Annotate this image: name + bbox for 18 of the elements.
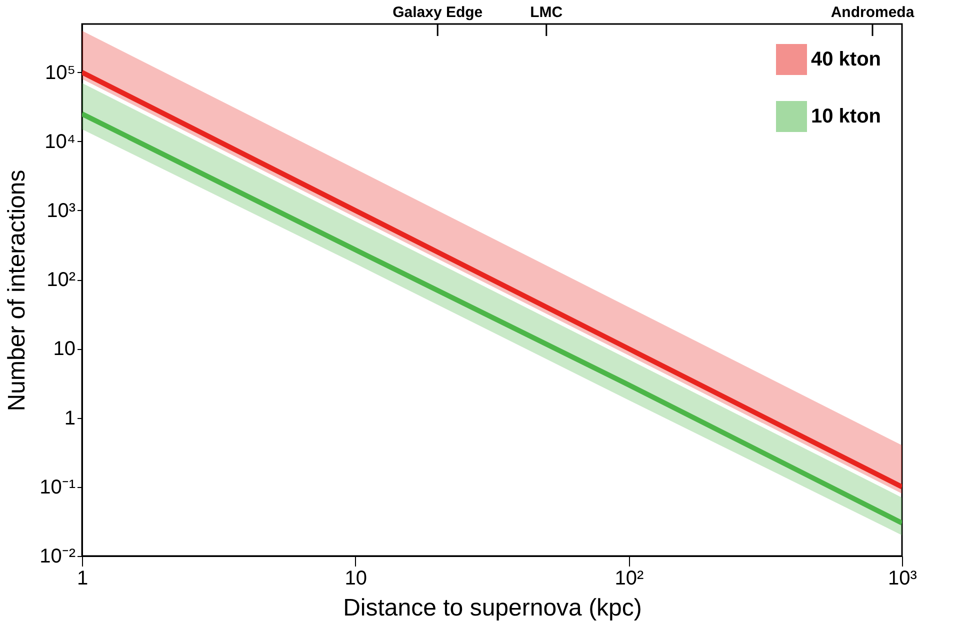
y-tick-label: 10⁴ (44, 130, 76, 153)
legend-label: 10 kton (811, 106, 882, 128)
y-tick-label: 10⁵ (44, 62, 76, 84)
x-tick-label: 10³ (888, 568, 918, 590)
y-tick-label: 10⁻¹ (40, 476, 76, 498)
y-tick-label: 1 (64, 407, 76, 430)
y-axis-title: Number of interactions (4, 170, 31, 412)
ref-line-label: LMC (530, 4, 563, 21)
x-axis-title: Distance to supernova (kpc) (343, 594, 642, 622)
x-tick-label: 10 (344, 568, 367, 590)
ref-line-label: Andromeda (830, 4, 915, 21)
legend-label: 40 kton (811, 48, 882, 70)
x-tick-label: 10² (614, 568, 644, 590)
y-tick-label: 10² (46, 269, 76, 292)
y-tick-label: 10⁻² (40, 546, 76, 568)
y-tick-label: 10³ (46, 200, 76, 222)
ref-line-label: Galaxy Edge (392, 4, 483, 21)
y-tick-label: 10 (53, 338, 76, 360)
